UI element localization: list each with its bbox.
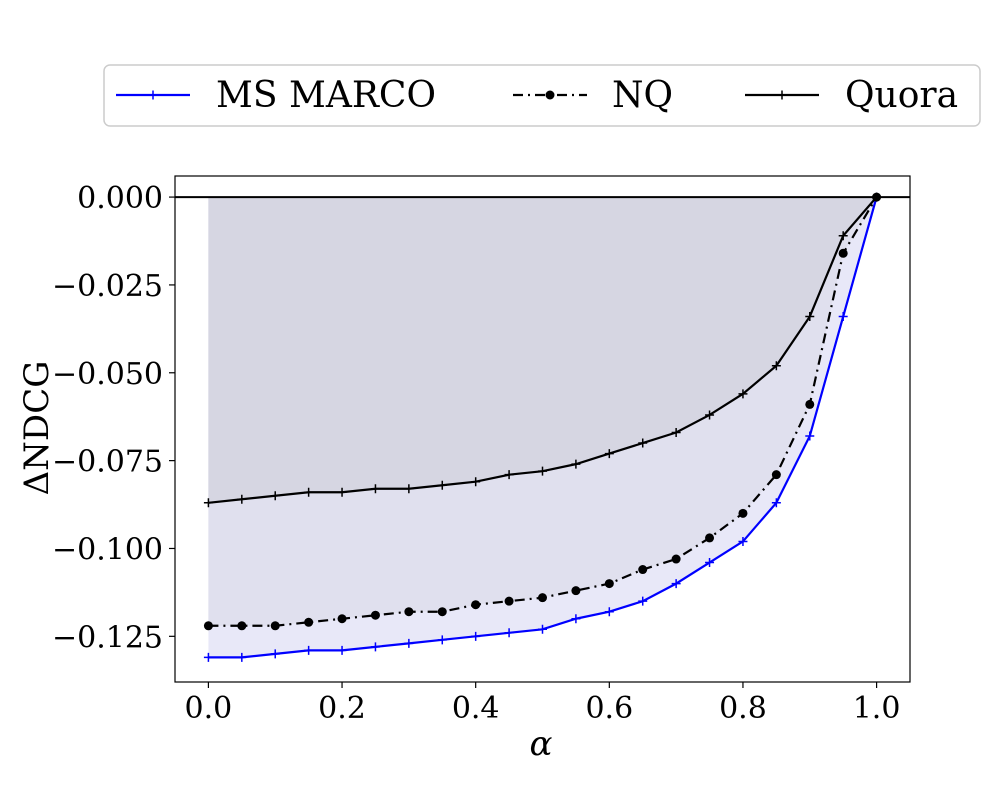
data-point: [504, 470, 514, 480]
data-point: [604, 449, 614, 459]
data-point: [203, 621, 213, 631]
series-2: [203, 192, 882, 508]
data-point: [237, 621, 247, 631]
legend-label: Quora: [845, 75, 958, 116]
data-point: [571, 459, 581, 469]
x-tick-label: 0.6: [585, 691, 633, 726]
x-tick-label: 0.8: [719, 691, 767, 726]
y-tick-label: −0.025: [52, 269, 163, 304]
data-point: [738, 536, 748, 546]
data-point: [304, 487, 314, 497]
series-layer: [203, 192, 882, 662]
legend-marker: [148, 90, 158, 100]
data-point: [571, 614, 581, 624]
data-point: [738, 389, 748, 399]
data-point: [437, 607, 447, 617]
data-point: [638, 565, 648, 575]
data-point: [604, 579, 614, 589]
data-point: [538, 624, 547, 634]
data-point: [404, 484, 414, 494]
legend-entry-1: NQ: [513, 75, 673, 116]
data-point: [805, 431, 815, 441]
data-point: [437, 480, 447, 490]
y-tick-label: −0.050: [52, 357, 163, 392]
data-point: [805, 399, 815, 409]
data-point: [504, 628, 514, 638]
legend-label: NQ: [612, 75, 673, 116]
data-point: [604, 607, 614, 617]
data-point: [638, 596, 648, 606]
legend-label: MS MARCO: [216, 75, 436, 116]
data-point: [370, 484, 380, 494]
y-axis: 0.000 −0.025 −0.050 −0.075 −0.100 −0.125: [52, 181, 175, 655]
data-point: [504, 596, 514, 606]
data-point: [437, 635, 447, 645]
legend-entry-0: MS MARCO: [116, 75, 436, 116]
data-point: [571, 586, 581, 596]
x-tick-label: 0.0: [185, 691, 233, 726]
data-point: [404, 607, 414, 617]
data-point: [337, 614, 347, 624]
data-point: [671, 554, 681, 564]
data-point: [471, 600, 481, 610]
data-point: [304, 645, 314, 655]
data-point: [337, 645, 347, 655]
data-point: [771, 361, 781, 371]
data-point: [771, 498, 781, 508]
data-point: [705, 558, 715, 568]
data-point: [705, 410, 715, 420]
data-point: [771, 470, 781, 480]
data-point: [538, 593, 547, 603]
series-1: [203, 192, 882, 631]
data-point: [705, 533, 715, 543]
data-point: [671, 579, 681, 589]
data-point: [203, 498, 213, 508]
data-point: [838, 312, 848, 322]
data-point: [805, 312, 815, 322]
area-fill-2: [208, 197, 877, 503]
data-point: [370, 642, 380, 652]
data-point: [304, 617, 314, 627]
area-fills: [208, 197, 877, 658]
y-axis-label: ΔNDCG: [17, 361, 57, 496]
data-point: [671, 428, 681, 438]
y-tick-label: −0.075: [52, 445, 163, 480]
y-tick-label: −0.125: [52, 620, 163, 655]
x-axis: 0.0 0.2 0.4 0.6 0.8 1.0: [185, 682, 901, 726]
data-point: [471, 477, 481, 487]
series-0: [203, 192, 882, 662]
data-point: [738, 508, 748, 518]
legend-entry-2: Quora: [745, 75, 958, 116]
data-point: [237, 494, 247, 504]
x-tick-label: 0.2: [318, 691, 366, 726]
data-point: [337, 487, 347, 497]
y-tick-label: −0.100: [52, 532, 163, 567]
legend-marker: [777, 90, 787, 100]
x-tick-label: 0.4: [452, 691, 500, 726]
data-point: [270, 621, 280, 631]
data-point: [270, 491, 280, 501]
data-point: [203, 652, 213, 662]
y-tick-label: 0.000: [77, 181, 163, 216]
data-point: [404, 638, 414, 648]
x-axis-label: α: [530, 724, 553, 764]
data-point: [270, 649, 280, 659]
data-point: [471, 631, 481, 641]
legend: MS MARCO NQ Quora: [103, 64, 981, 127]
data-point: [538, 466, 547, 476]
data-point: [370, 610, 380, 620]
plot-frame: [174, 175, 911, 683]
data-point: [838, 248, 848, 258]
data-point: [838, 231, 848, 241]
x-tick-label: 1.0: [853, 691, 901, 726]
data-point: [638, 438, 648, 448]
data-point: [237, 652, 247, 662]
legend-marker: [545, 90, 555, 100]
